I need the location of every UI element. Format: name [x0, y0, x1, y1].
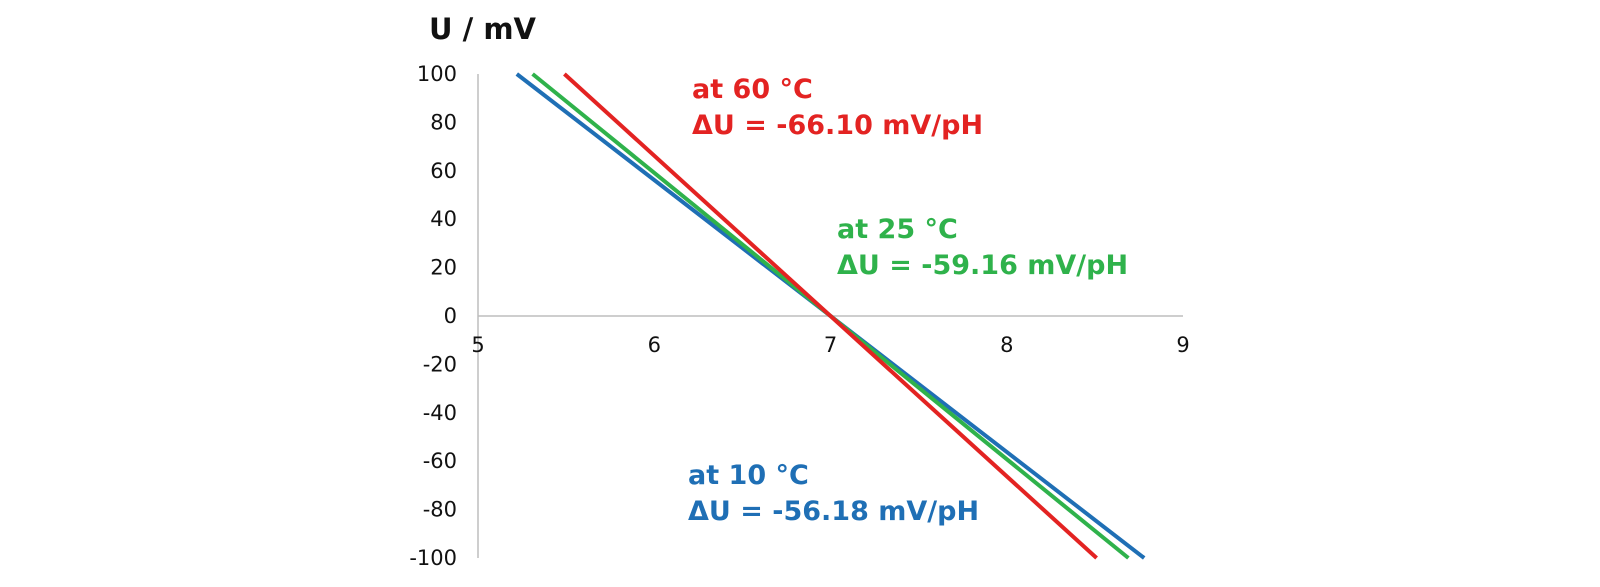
x-tick-label: 7 — [824, 333, 837, 357]
annotation-25c-slope: ΔU = -59.16 mV/pH — [837, 250, 1129, 281]
y-tick-label: 80 — [430, 110, 457, 134]
series-lines — [515, 72, 1146, 560]
annotation-25c: at 25 °C ΔU = -59.16 mV/pH — [837, 212, 1128, 284]
annotation-25c-title: at 25 °C — [837, 214, 958, 245]
y-tick-label: -80 — [423, 498, 457, 522]
y-tick-label: -20 — [423, 352, 457, 376]
x-tick-label: 5 — [471, 333, 484, 357]
y-tick-label: 0 — [444, 304, 457, 328]
y-tick-label: -40 — [423, 401, 457, 425]
annotation-10c: at 10 °C ΔU = -56.18 mV/pH — [688, 458, 979, 530]
x-tick-label: 6 — [648, 333, 661, 357]
y-tick-label: 20 — [430, 256, 457, 280]
y-tick-label: 40 — [430, 207, 457, 231]
annotation-60c-title: at 60 °C — [692, 74, 813, 105]
x-tick-label: 8 — [1000, 333, 1013, 357]
annotation-10c-title: at 10 °C — [688, 460, 809, 491]
y-tick-label: 100 — [417, 62, 457, 86]
y-tick-label: -100 — [409, 546, 457, 570]
y-axis-title: U / mV — [429, 12, 536, 46]
y-tick-label: 60 — [430, 159, 457, 183]
x-tick-label: 9 — [1176, 333, 1189, 357]
series-line-2 — [563, 72, 1098, 560]
annotation-60c-slope: ΔU = -66.10 mV/pH — [692, 110, 984, 141]
y-tick-label: -60 — [423, 449, 457, 473]
axes: 100 80 60 40 20 0 -20 -40 -60 -80 -100 5 6 7 8 9 — [409, 62, 1189, 570]
annotation-60c: at 60 °C ΔU = -66.10 mV/pH — [692, 72, 983, 144]
annotation-10c-slope: ΔU = -56.18 mV/pH — [688, 496, 980, 527]
